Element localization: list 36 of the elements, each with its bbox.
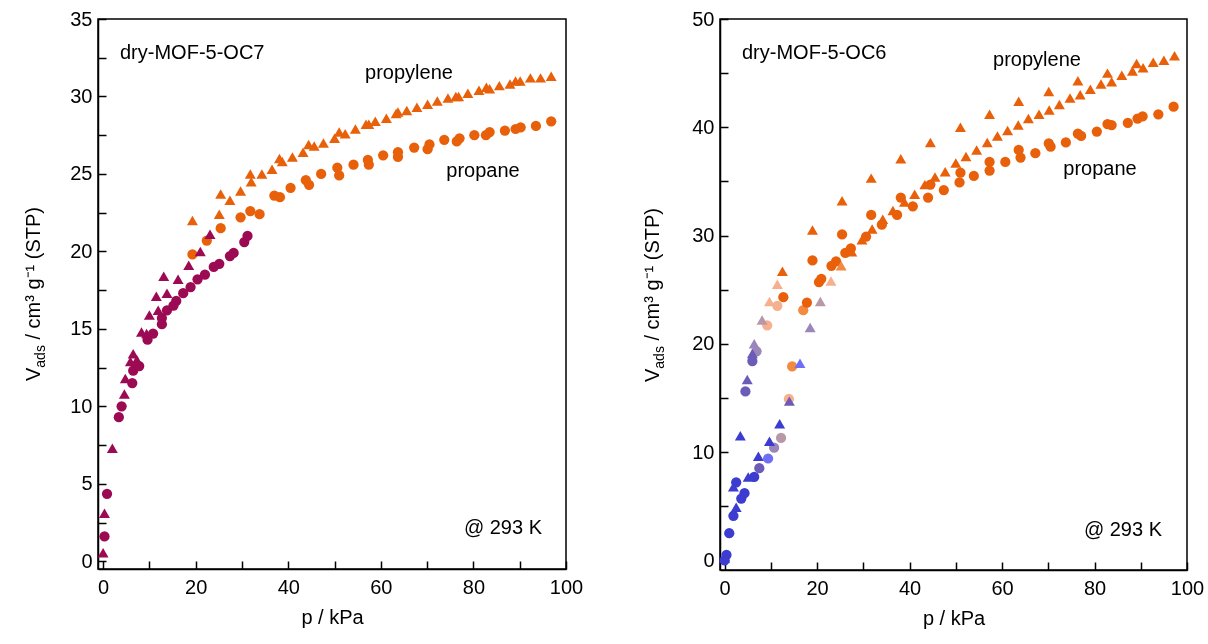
x-tick-label: 100 — [1170, 576, 1205, 599]
y-tick-label: 30 — [70, 84, 93, 107]
annotation: propylene — [993, 48, 1081, 70]
x-tick-label: 60 — [370, 575, 393, 598]
x-tick-label: 80 — [462, 575, 486, 598]
y-tick-label: 10 — [70, 394, 93, 417]
x-tick-label: 40 — [277, 575, 300, 598]
y-tick-label: 10 — [692, 440, 715, 463]
annotation: propane — [446, 159, 520, 181]
y-tick-label: 0 — [81, 549, 93, 572]
y-tick-label: 35 — [70, 7, 93, 30]
annotation: propane — [1063, 157, 1137, 179]
annotation: propylene — [365, 61, 453, 83]
x-axis-title: p / kPa — [922, 606, 986, 629]
x-tick-label: 0 — [98, 575, 110, 598]
x-tick-label: 60 — [991, 576, 1014, 599]
y-tick-label: 15 — [70, 317, 93, 340]
y-tick-label: 20 — [70, 239, 93, 262]
y-tick-label: 30 — [692, 224, 715, 246]
y-tick-label: 20 — [692, 332, 715, 355]
y-tick-label: 40 — [692, 115, 715, 138]
y-tick-label: 0 — [703, 548, 715, 571]
y-tick-label: 5 — [81, 472, 93, 495]
x-tick-label: 100 — [549, 575, 584, 598]
annotation: @ 293 K — [1083, 518, 1163, 540]
x-tick-label: 20 — [806, 576, 829, 599]
text: dry-MOF-5-OC7 — [120, 41, 265, 63]
x-axis-title: p / kPa — [301, 605, 365, 628]
x-tick-label: 0 — [719, 576, 731, 599]
x-tick-label: 80 — [1083, 576, 1107, 599]
x-tick-label: 20 — [185, 575, 208, 598]
x-tick-label: 40 — [898, 576, 922, 599]
annotation: @ 293 K — [463, 516, 543, 538]
y-tick-label: 50 — [692, 7, 715, 30]
y-tick-label: 25 — [70, 162, 93, 185]
text: dry-MOF-5-OC6 — [742, 41, 887, 63]
